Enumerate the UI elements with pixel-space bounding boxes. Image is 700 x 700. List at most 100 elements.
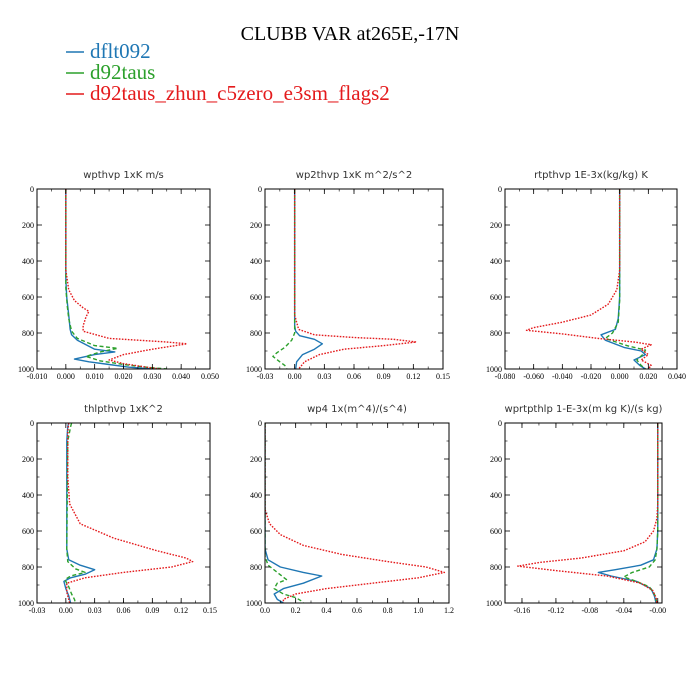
x-tick-label: 0.12 <box>174 606 188 615</box>
y-tick-label: 400 <box>490 491 502 500</box>
series-line-dflt092 <box>265 423 323 603</box>
series-line-dflt092 <box>63 423 96 603</box>
x-tick-label: 0.0 <box>260 606 270 615</box>
y-tick-label: 600 <box>22 527 34 536</box>
x-tick-label: 0.8 <box>383 606 393 615</box>
panel-2: wp2thvp 1xK m^2/s^2 -0.03 0.00 0.03 0.06 0.09… <box>246 170 450 381</box>
x-tick-label: 0.4 <box>321 606 331 615</box>
y-tick-label: 800 <box>250 563 262 572</box>
panel-6: wprtpthlp 1-E-3x(m kg K)/(s kg) -0.16 -0.1… <box>486 404 666 615</box>
y-tick-label: 1000 <box>486 365 502 374</box>
plot-frame <box>36 188 211 370</box>
panel-title: wpthvp 1xK m/s <box>83 170 164 181</box>
plot-frame <box>36 422 211 604</box>
series-line-d92taus_zhun_c5zero_e3sm_flags2 <box>66 423 194 603</box>
plot-frame <box>504 188 678 370</box>
x-tick-label: 0.06 <box>347 372 361 381</box>
series-line-d92taus <box>623 423 659 603</box>
series-line-d92taus <box>604 189 647 369</box>
x-tick-label: 0.000 <box>611 372 629 381</box>
y-tick-label: 1000 <box>246 365 262 374</box>
plot-frame <box>264 188 444 370</box>
series-line-dflt092 <box>600 189 647 369</box>
y-tick-label: 800 <box>490 329 502 338</box>
y-tick-label: 400 <box>22 257 34 266</box>
y-tick-label: 600 <box>250 527 262 536</box>
y-tick-label: 200 <box>22 221 34 230</box>
y-tick-label: 600 <box>490 293 502 302</box>
x-tick-label: 0.6 <box>352 606 362 615</box>
x-tick-label: 0.040 <box>668 372 686 381</box>
y-tick-label: 0 <box>498 419 502 428</box>
x-tick-label: 0.06 <box>117 606 131 615</box>
y-tick-label: 400 <box>250 257 262 266</box>
y-tick-label: 200 <box>490 455 502 464</box>
series-line-d92taus <box>64 423 86 603</box>
series-line-d92taus_zhun_c5zero_e3sm_flags2 <box>517 423 659 603</box>
y-tick-label: 200 <box>22 455 34 464</box>
y-tick-label: 200 <box>250 221 262 230</box>
panel-title: wp2thvp 1xK m^2/s^2 <box>296 170 412 181</box>
y-tick-label: 400 <box>22 491 34 500</box>
y-tick-label: 1000 <box>486 599 502 608</box>
series-line-d92taus <box>272 189 296 369</box>
x-tick-label: 0.030 <box>143 372 161 381</box>
x-tick-label: 0.15 <box>203 606 217 615</box>
x-tick-label: 0.03 <box>317 372 331 381</box>
panel-4: thlpthvp 1xK^2 -0.03 0.00 0.03 0.06 0.09 0.12 0… <box>18 404 217 615</box>
panel-title: wprtpthlp 1-E-3x(m kg K)/(s kg) <box>505 404 663 415</box>
y-tick-label: 1000 <box>18 365 34 374</box>
figure-title: CLUBB VAR at265E,-17N <box>241 23 460 45</box>
x-tick-label: 1.2 <box>444 606 454 615</box>
y-tick-label: 800 <box>250 329 262 338</box>
x-tick-label: 0.00 <box>288 372 302 381</box>
series-line-d92taus_zhun_c5zero_e3sm_flags2 <box>293 189 417 369</box>
y-tick-label: 800 <box>490 563 502 572</box>
panel-1: wpthvp 1xK m/s -0.010 0.000 0.010 0.020 0.030… <box>18 170 219 381</box>
x-tick-label: 0.12 <box>406 372 420 381</box>
y-tick-label: 0 <box>258 419 262 428</box>
y-tick-label: 0 <box>30 185 34 194</box>
x-tick-label: -0.060 <box>523 372 544 381</box>
y-tick-label: 0 <box>498 185 502 194</box>
x-tick-label: -0.00 <box>649 606 666 615</box>
x-tick-label: -0.040 <box>552 372 573 381</box>
series-line-dflt092 <box>293 189 324 369</box>
x-tick-label: 0.00 <box>59 606 73 615</box>
x-tick-label: -0.16 <box>514 606 531 615</box>
plot-frame <box>264 422 450 604</box>
series-line-d92taus_zhun_c5zero_e3sm_flags2 <box>265 423 446 603</box>
legend-label-dflt092: dflt092 <box>90 39 151 63</box>
x-tick-label: -0.08 <box>582 606 599 615</box>
plot-frame <box>504 422 663 604</box>
x-tick-label: 0.020 <box>115 372 133 381</box>
y-tick-label: 600 <box>490 527 502 536</box>
y-tick-label: 600 <box>22 293 34 302</box>
y-tick-label: 0 <box>258 185 262 194</box>
x-tick-label: 0.010 <box>86 372 104 381</box>
y-tick-label: 1000 <box>246 599 262 608</box>
x-tick-label: -0.04 <box>615 606 632 615</box>
x-tick-label: -0.03 <box>257 372 274 381</box>
series-line-dflt092 <box>65 189 153 369</box>
x-tick-label: 0.03 <box>88 606 102 615</box>
x-tick-label: 0.040 <box>172 372 190 381</box>
y-tick-label: 400 <box>490 257 502 266</box>
x-tick-label: -0.010 <box>27 372 48 381</box>
y-tick-label: 0 <box>30 419 34 428</box>
x-tick-label: -0.080 <box>495 372 516 381</box>
x-tick-label: -0.03 <box>29 606 46 615</box>
x-tick-label: -0.020 <box>581 372 602 381</box>
series-line-d92taus <box>65 189 167 369</box>
x-tick-label: 0.09 <box>377 372 391 381</box>
x-tick-label: 0.15 <box>436 372 450 381</box>
series-line-d92taus_zhun_c5zero_e3sm_flags2 <box>65 189 188 369</box>
series-line-d92taus <box>265 423 304 603</box>
y-tick-label: 200 <box>250 455 262 464</box>
panel-3: rtpthvp 1E-3x(kg/kg) K -0.080 -0.060 -0.040… <box>486 170 686 381</box>
panel-title: rtpthvp 1E-3x(kg/kg) K <box>534 170 648 181</box>
panel-5: wp4 1x(m^4)/(s^4) 0.0 0.2 0.4 0.6 0.8 1.0 1.2 0 2… <box>246 404 454 615</box>
y-tick-label: 200 <box>490 221 502 230</box>
panel-title: thlpthvp 1xK^2 <box>84 404 163 415</box>
